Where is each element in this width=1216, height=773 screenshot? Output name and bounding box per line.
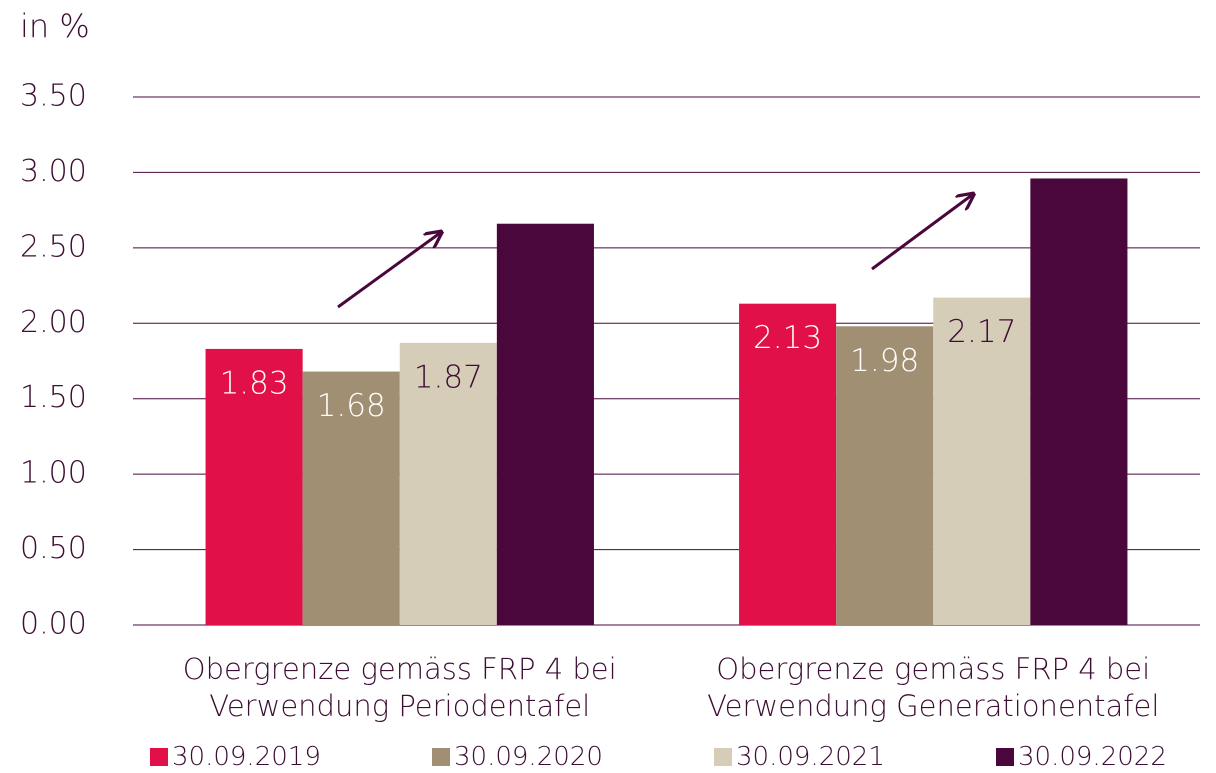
bar — [1030, 178, 1128, 625]
data-label: 1.87 — [414, 359, 483, 395]
y-tick-label: 1.50 — [20, 380, 87, 415]
y-tick-label: 3.00 — [20, 154, 87, 189]
y-tick-label: 0.00 — [20, 607, 87, 642]
bar — [933, 297, 1031, 625]
trend-arrow — [337, 233, 440, 309]
legend-swatch — [714, 748, 732, 766]
bar — [836, 326, 934, 625]
x-tick-label: Obergrenze gemäss FRP 4 bei Verwendung G… — [707, 652, 1160, 723]
bar — [205, 348, 303, 625]
trend-arrow — [871, 195, 972, 271]
data-label: 2.17 — [947, 314, 1016, 350]
legend-label: 30.09.2020 — [454, 742, 603, 772]
y-axis-label: in % — [20, 7, 90, 45]
data-label: 2.13 — [753, 320, 822, 356]
y-tick-label: 2.00 — [20, 305, 87, 340]
legend-swatch — [150, 748, 168, 766]
y-tick-label: 0.50 — [20, 531, 87, 566]
legend-item: 30.09.2020 — [432, 742, 603, 772]
data-label: 1.68 — [317, 388, 386, 424]
legend-item: 30.09.2022 — [996, 742, 1167, 772]
legend-label: 30.09.2022 — [1018, 742, 1167, 772]
legend-swatch — [996, 748, 1014, 766]
bar — [496, 223, 594, 625]
x-tick-label: Obergrenze gemäss FRP 4 bei Verwendung P… — [182, 652, 617, 723]
y-tick-label: 1.00 — [20, 456, 87, 491]
y-tick-label: 3.50 — [20, 79, 87, 114]
legend-label: 30.09.2019 — [172, 742, 321, 772]
legend-item: 30.09.2019 — [150, 742, 321, 772]
data-label: 1.98 — [850, 343, 919, 379]
bar — [399, 342, 497, 625]
y-tick-label: 2.50 — [20, 229, 87, 264]
legend-label: 30.09.2021 — [736, 742, 885, 772]
data-label: 1.83 — [220, 365, 289, 401]
legend-swatch — [432, 748, 450, 766]
bar — [739, 303, 837, 625]
legend-item: 30.09.2021 — [714, 742, 885, 772]
bar — [302, 371, 400, 625]
